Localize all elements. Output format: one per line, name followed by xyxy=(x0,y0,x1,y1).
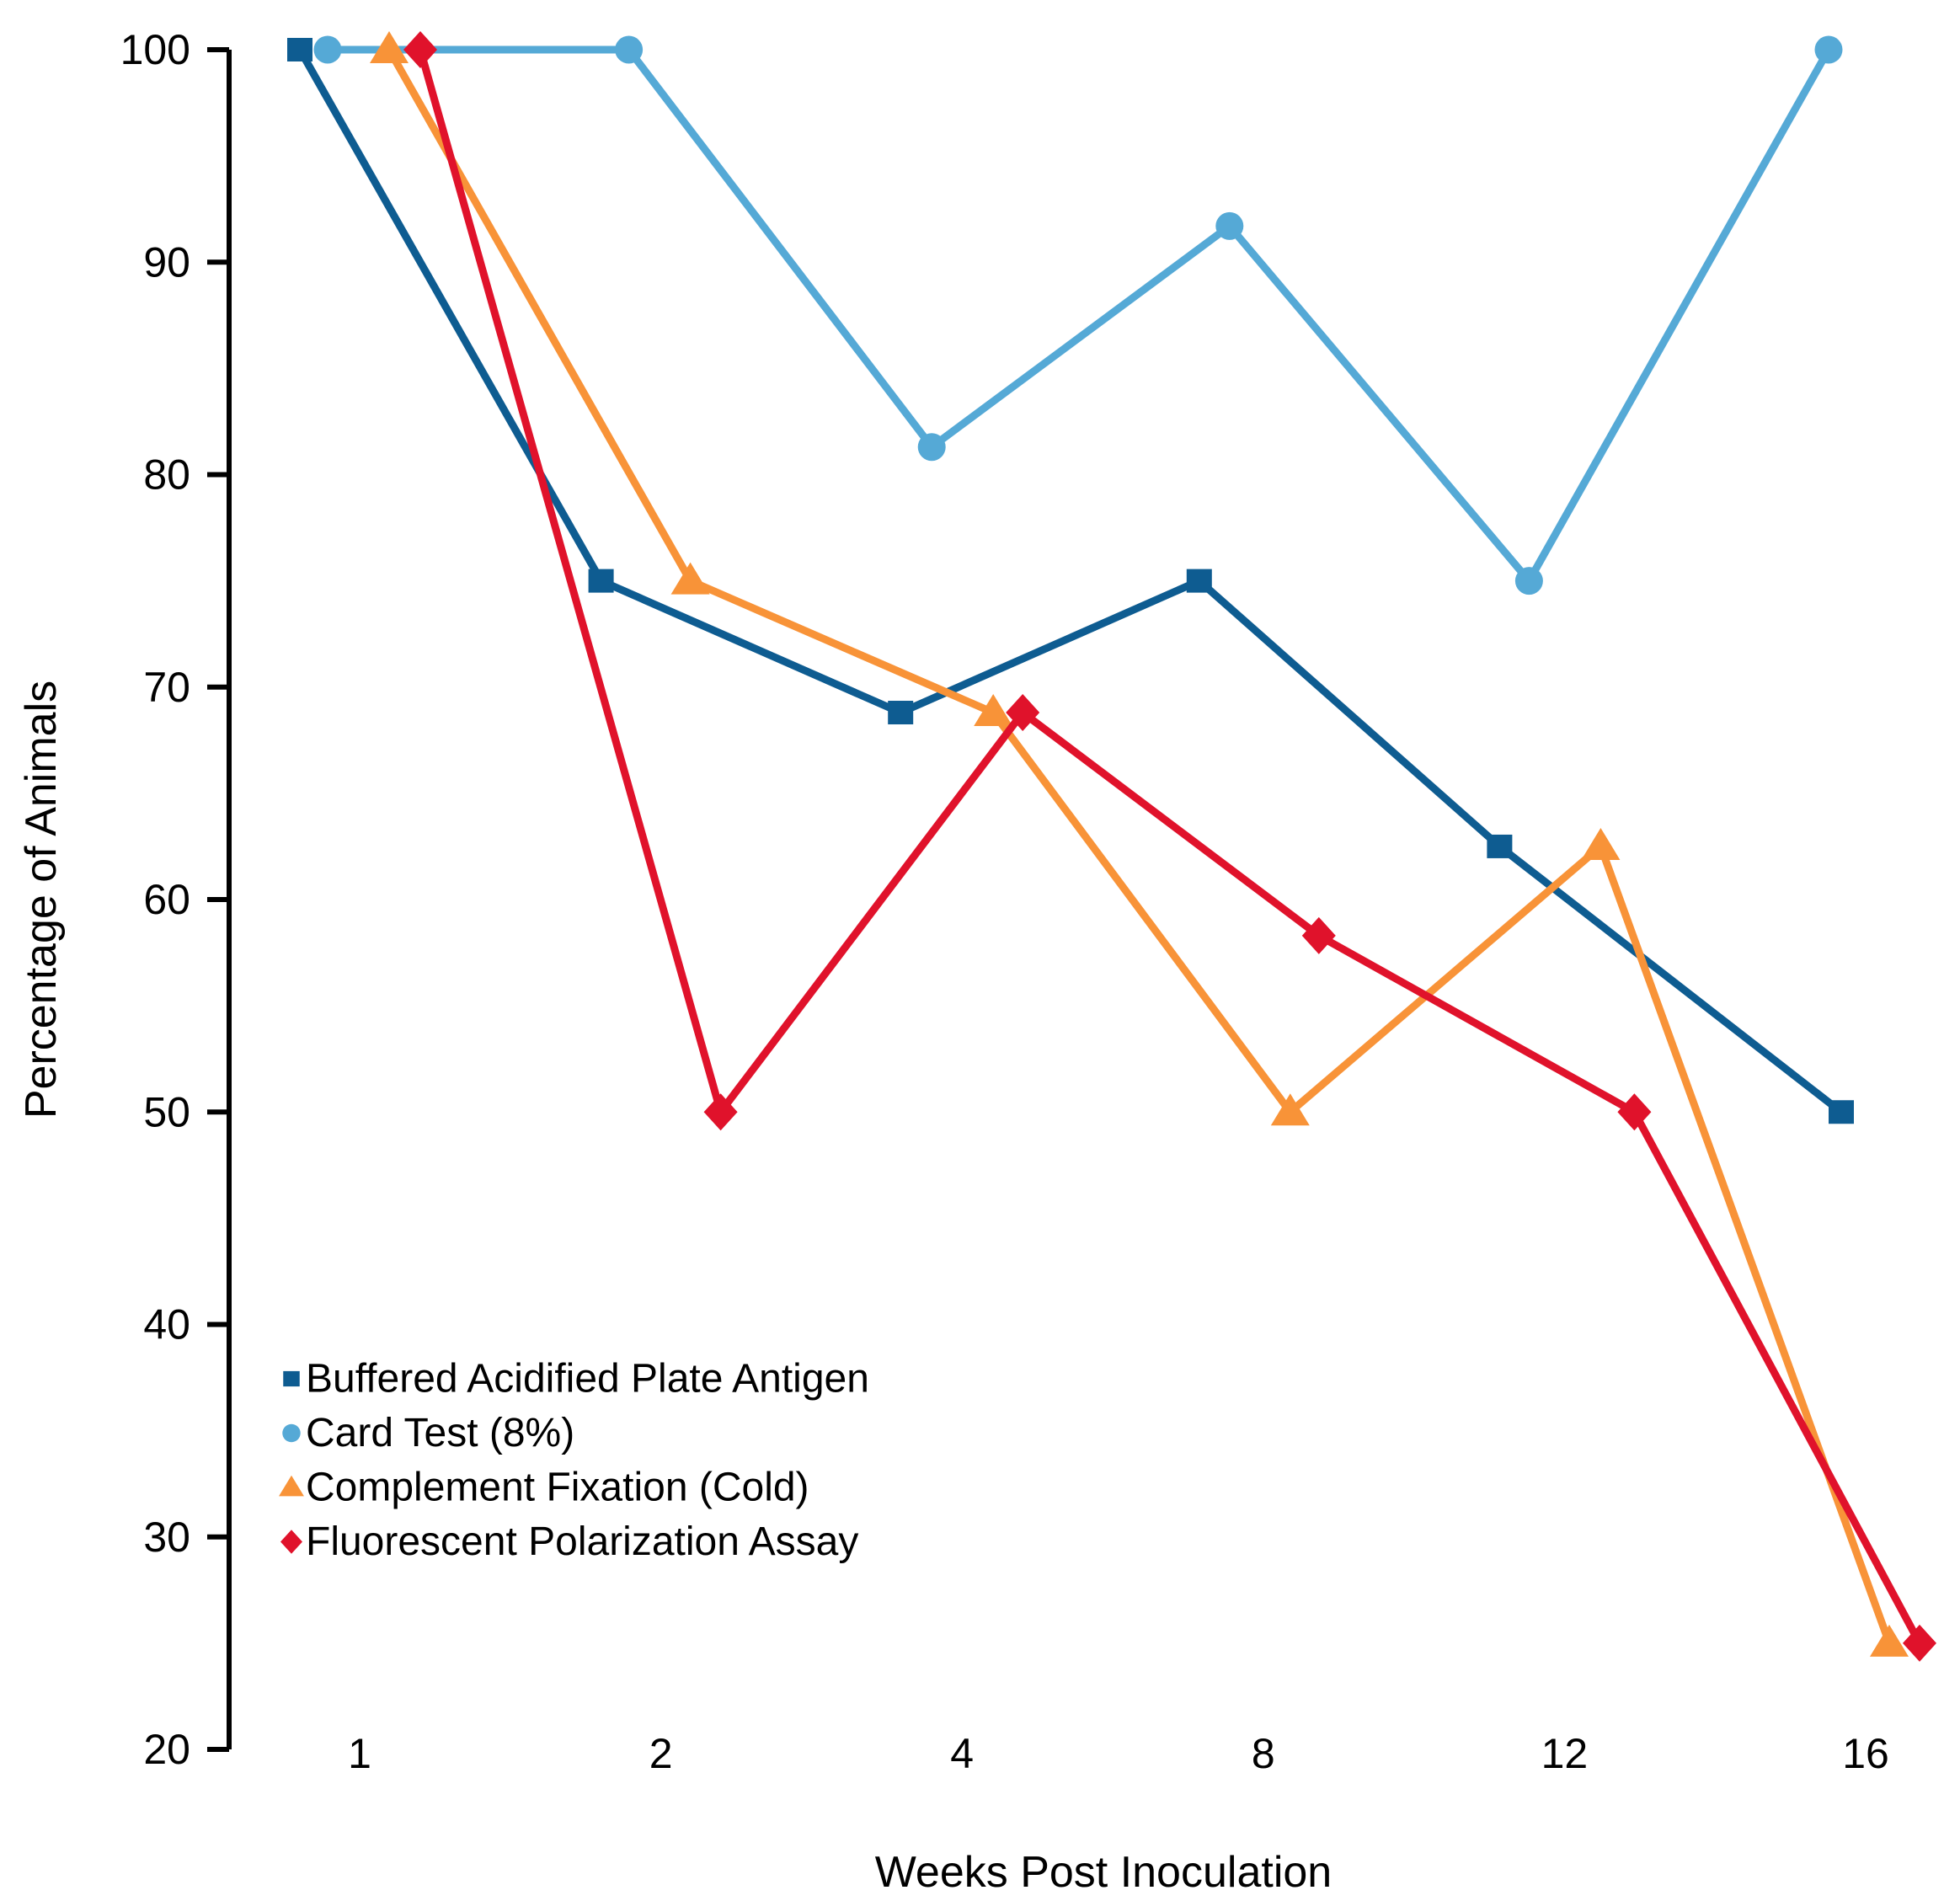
series-1 xyxy=(287,38,1854,1124)
triangle-legend-icon xyxy=(279,1475,304,1497)
legend: Buffered Acidified Plate Antigen Card Tes… xyxy=(279,1357,869,1564)
x-tick-label: 2 xyxy=(649,1730,673,1777)
x-tick-label: 16 xyxy=(1842,1730,1889,1777)
data-point-marker xyxy=(1870,1624,1909,1657)
data-point-marker xyxy=(1814,35,1843,64)
series-line xyxy=(328,45,1832,588)
data-point-marker xyxy=(917,433,946,462)
y-axis-title: Percentage of Animals xyxy=(17,681,66,1119)
circle-legend-icon xyxy=(282,1423,301,1443)
data-point-marker xyxy=(703,1093,738,1131)
data-point-marker xyxy=(974,694,1013,727)
data-point-marker xyxy=(1186,569,1212,593)
data-point-marker xyxy=(1829,1100,1854,1124)
series-2 xyxy=(313,35,1843,595)
y-tick-label: 20 xyxy=(143,1726,190,1773)
data-point-marker xyxy=(588,569,614,593)
x-tick-label: 1 xyxy=(348,1730,371,1777)
legend-label: Complement Fixation (Cold) xyxy=(306,1466,809,1510)
series-4 xyxy=(403,31,1936,1662)
data-point-marker xyxy=(313,35,342,64)
y-tick-label: 80 xyxy=(143,451,190,499)
data-point-marker xyxy=(1903,1624,1936,1662)
data-point-marker xyxy=(370,31,409,63)
legend-item: Buffered Acidified Plate Antigen xyxy=(283,1357,869,1402)
legend-item: Card Test (8%) xyxy=(282,1411,574,1455)
legend-label: Fluorescent Polarization Assay xyxy=(306,1519,858,1564)
series-line xyxy=(386,47,1893,1645)
legend-item: Complement Fixation (Cold) xyxy=(279,1466,809,1510)
x-tick-label: 12 xyxy=(1541,1730,1589,1777)
legend-item: Fluorescent Polarization Assay xyxy=(280,1519,858,1564)
y-tick-label: 70 xyxy=(143,664,190,711)
series-line xyxy=(296,47,1844,1115)
y-tick-label: 90 xyxy=(143,238,190,286)
data-point-marker xyxy=(670,562,710,595)
series-line xyxy=(416,48,1923,1646)
y-axis-ticks: 100 90 80 70 60 50 40 30 20 xyxy=(120,26,229,1773)
diamond-legend-icon xyxy=(280,1530,302,1554)
data-point-marker xyxy=(1514,567,1543,595)
data-point-marker xyxy=(888,701,914,725)
data-point-marker xyxy=(1270,1093,1310,1126)
x-axis-title: Weeks Post Inoculation xyxy=(875,1848,1332,1897)
data-point-marker xyxy=(1617,1093,1652,1131)
data-point-marker xyxy=(1301,916,1336,954)
y-tick-label: 40 xyxy=(143,1301,190,1348)
data-point-marker xyxy=(1487,834,1513,858)
y-axis: 100 90 80 70 60 50 40 30 20 xyxy=(120,26,232,1773)
legend-label: Buffered Acidified Plate Antigen xyxy=(306,1357,869,1402)
square-legend-icon xyxy=(283,1370,300,1387)
x-axis-ticks: 1 2 4 8 12 16 xyxy=(348,1730,1889,1777)
x-tick-label: 8 xyxy=(1252,1730,1275,1777)
data-point-marker xyxy=(1006,694,1040,732)
series-layer xyxy=(287,31,1936,1662)
y-tick-label: 30 xyxy=(143,1514,190,1561)
series-3 xyxy=(370,31,1909,1657)
x-tick-label: 4 xyxy=(950,1730,974,1777)
data-point-marker xyxy=(287,38,312,61)
data-point-marker xyxy=(1215,211,1244,240)
y-tick-label: 50 xyxy=(143,1088,190,1135)
data-point-marker xyxy=(403,31,437,68)
y-tick-label: 60 xyxy=(143,876,190,923)
data-point-marker xyxy=(615,35,644,64)
legend-label: Card Test (8%) xyxy=(306,1411,574,1455)
y-tick-label: 100 xyxy=(120,26,190,73)
data-point-marker xyxy=(1581,827,1621,860)
